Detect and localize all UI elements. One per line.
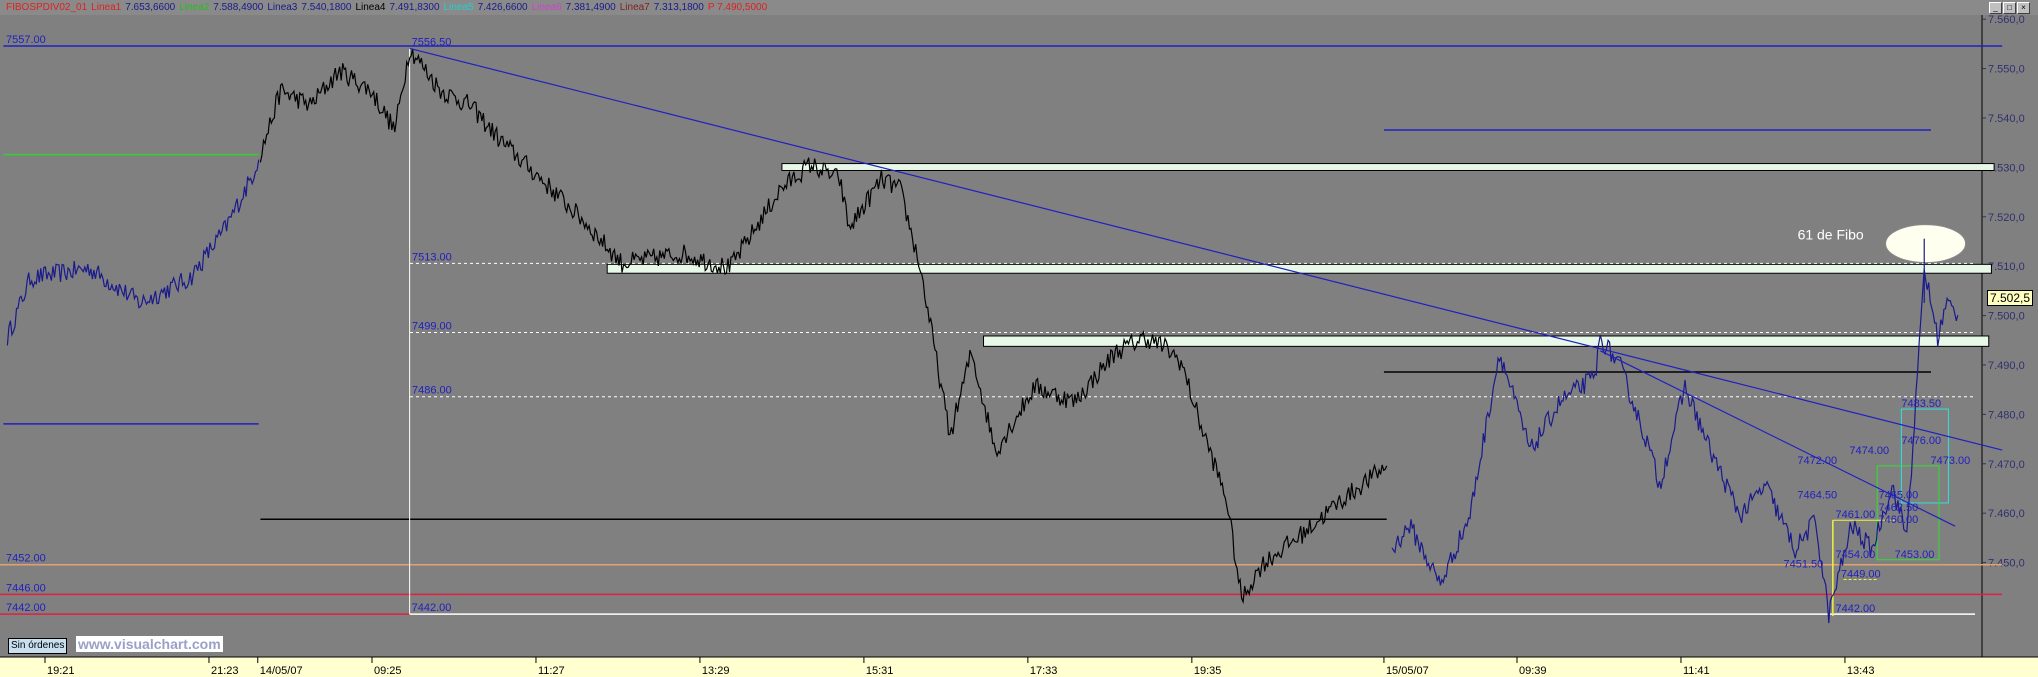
price-series-C: [1391, 269, 1959, 624]
x-tick-label: 17:33: [1030, 665, 1058, 677]
x-tick-label: 15/05/07: [1386, 665, 1429, 677]
fib-label: 7464.50: [1797, 489, 1837, 501]
x-tick-label: 11:27: [538, 665, 565, 677]
x-tick-label: 15:31: [866, 665, 894, 677]
low-label-left: 7442.00: [6, 602, 46, 614]
header-item: Linea6: [531, 2, 562, 13]
x-tick-label: 13:43: [1847, 665, 1875, 677]
x-tick-label: 21:23: [211, 665, 239, 677]
fib-label: 7449.00: [1841, 569, 1881, 581]
header-item: P 7.490,5000: [707, 2, 768, 13]
x-tick-label: 09:25: [374, 665, 402, 677]
support-zone: [983, 335, 1990, 347]
header-item: FIBOSPDIV02_01: [6, 2, 88, 13]
fib-label: 7461.00: [1836, 509, 1876, 521]
window-buttons: _ □ ×: [1989, 2, 2030, 14]
maximize-button[interactable]: □: [2003, 2, 2016, 14]
x-tick-label: 13:29: [702, 665, 730, 677]
header-item: Linea4: [355, 2, 386, 13]
x-tick-label: 11:41: [1683, 665, 1710, 677]
trendline: [1600, 350, 1956, 527]
y-tick-label: 7.540,0: [1988, 113, 2025, 125]
y-tick-label: 7.530,0: [1988, 162, 2025, 174]
level-label: 7446.00: [6, 582, 46, 594]
time-axis: [0, 657, 2038, 677]
watermark-link[interactable]: www.visualchart.com: [76, 636, 223, 652]
last-price-tag: 7.502,5: [1987, 290, 2034, 306]
fib-label: 7476.00: [1901, 435, 1941, 447]
y-tick-label: 7.460,0: [1988, 508, 2025, 520]
x-tick-label: 14/05/07: [260, 665, 303, 677]
fib-label: 7442.00: [1836, 603, 1876, 615]
fib-label: 7451.50: [1784, 559, 1824, 571]
header-item: 7.588,4900: [213, 2, 264, 13]
fib-label: 7454.00: [1836, 549, 1876, 561]
level-label: 7486.00: [412, 385, 452, 397]
x-tick-label: 09:39: [1519, 665, 1547, 677]
header-item: Linea2: [179, 2, 210, 13]
annotation-ellipse: [1885, 224, 1967, 264]
y-tick-label: 7.480,0: [1988, 409, 2025, 421]
level-label: 7513.00: [412, 251, 452, 263]
y-tick-label: 7.510,0: [1988, 261, 2025, 273]
header-item: 7.540,1800: [301, 2, 352, 13]
fib-label: 7453.00: [1895, 549, 1935, 561]
fib-label: 7473.00: [1931, 455, 1971, 467]
trendline: [409, 47, 2003, 451]
y-tick-label: 7.500,0: [1988, 311, 2025, 323]
header-item: Linea3: [267, 2, 298, 13]
y-tick-label: 7.470,0: [1988, 459, 2025, 471]
fib-label: 7483.50: [1901, 398, 1941, 410]
price-axis: [1982, 15, 2038, 657]
fib-label: 7460.00: [1879, 514, 1919, 526]
orders-button[interactable]: Sin órdenes: [8, 638, 68, 654]
y-tick-label: 7.490,0: [1988, 360, 2025, 372]
fib-label: 7465.00: [1879, 489, 1919, 501]
price-series-B: [259, 48, 1388, 605]
y-tick-label: 7.550,0: [1988, 64, 2025, 76]
fib-label: 7462.50: [1879, 502, 1919, 514]
close-button[interactable]: ×: [2017, 2, 2030, 14]
fib-box: [1876, 465, 1940, 561]
price-series-A: [6, 159, 260, 346]
x-tick-label: 19:21: [47, 665, 75, 677]
x-tick-label: 19:35: [1194, 665, 1222, 677]
fib-label: 7474.00: [1849, 445, 1889, 457]
level-label: 7452.00: [6, 553, 46, 565]
header-item: Linea5: [443, 2, 474, 13]
y-tick-label: 7.560,0: [1988, 14, 2025, 26]
header-item: 7.653,6600: [125, 2, 176, 13]
support-zone: [781, 163, 1995, 171]
y-tick-label: 7.450,0: [1988, 558, 2025, 570]
high-label: 7556.50: [412, 36, 452, 48]
y-tick-label: 7.520,0: [1988, 212, 2025, 224]
minimize-button[interactable]: _: [1989, 2, 2002, 14]
header-item: Linea1: [91, 2, 122, 13]
header-item: 7.426,6600: [477, 2, 528, 13]
header-item: 7.381,4900: [565, 2, 616, 13]
low-label: 7442.00: [412, 602, 452, 614]
annotation-text: 61 de Fibo: [1798, 227, 1864, 243]
header-item: Linea7: [619, 2, 650, 13]
fib-box: [1900, 408, 1949, 504]
header-item: 7.491,8300: [389, 2, 440, 13]
support-zone: [606, 263, 1992, 274]
level-label: 7557.00: [6, 34, 46, 46]
indicator-header: FIBOSPDIV02_01 Linea1 7.653,6600 Linea2 7.58…: [0, 0, 2038, 15]
header-item: 7.313,1800: [653, 2, 704, 13]
level-label: 7499.00: [412, 321, 452, 333]
fib-label: 7472.00: [1797, 455, 1837, 467]
